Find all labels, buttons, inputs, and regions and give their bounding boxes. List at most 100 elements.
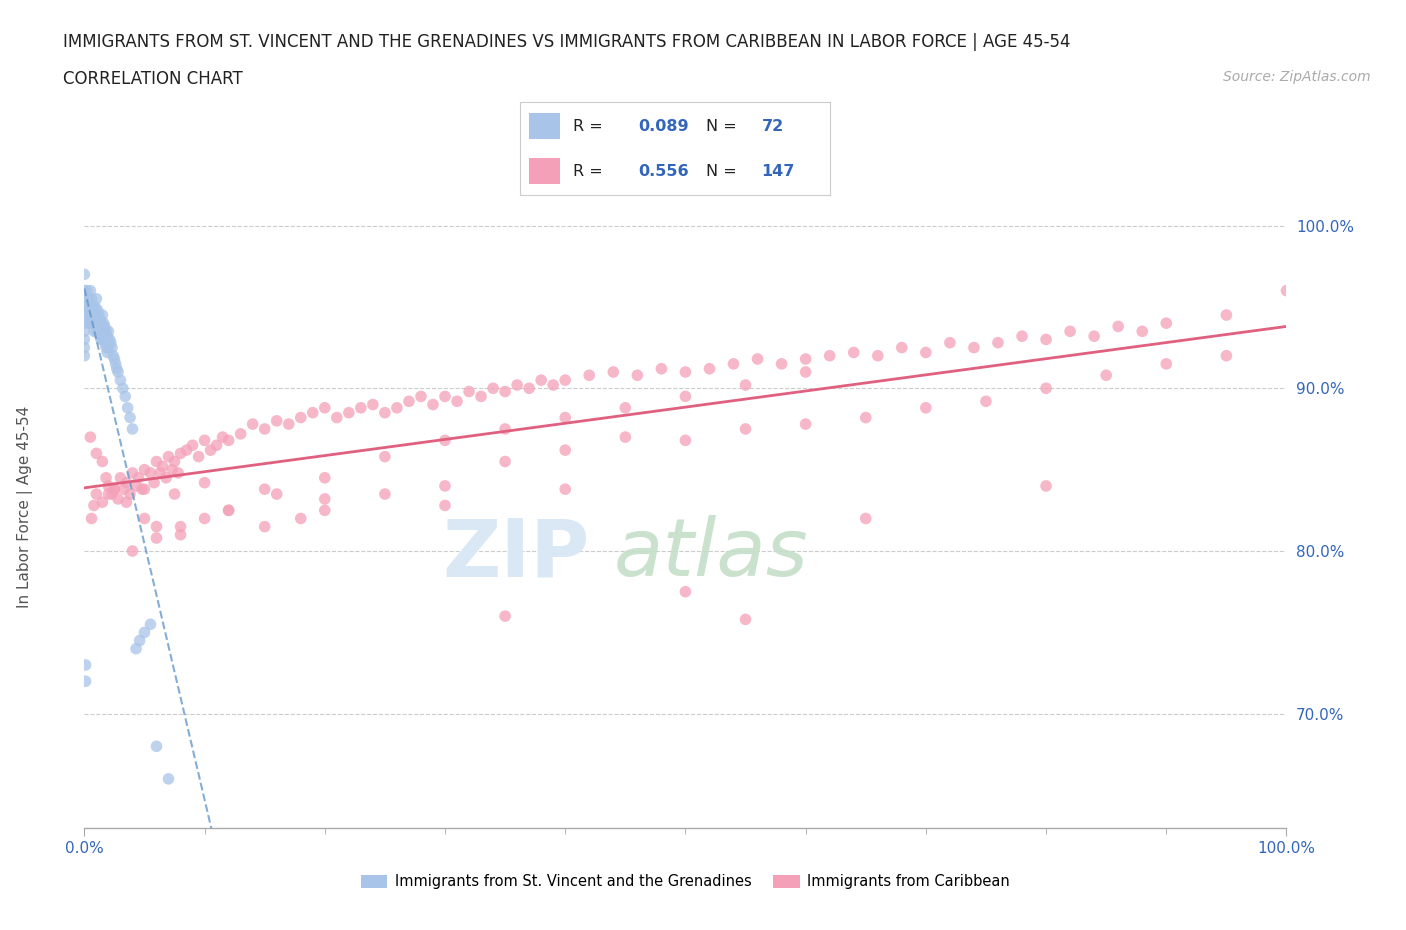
Point [675, 389, 697, 404]
Text: 147: 147 [762, 164, 794, 179]
Point [80, 291, 103, 306]
Point [98, 332, 121, 347]
Point [115, 495, 138, 510]
Point [794, 417, 817, 432]
Point [157, 449, 180, 464]
Point [97, 324, 120, 339]
Point [842, 345, 865, 360]
Text: ZIP: ZIP [441, 515, 589, 593]
Point [169, 519, 191, 534]
Point [76, 299, 98, 314]
Point [1215, 349, 1237, 364]
Point [157, 772, 180, 787]
Point [134, 462, 156, 477]
Point [77, 316, 100, 331]
Text: atlas: atlas [613, 515, 808, 593]
Point [87, 324, 110, 339]
Point [73, 349, 96, 364]
Point [89, 312, 111, 327]
Point [939, 336, 962, 351]
Point [80, 512, 103, 526]
Point [866, 349, 889, 364]
Point [121, 466, 143, 481]
Point [218, 503, 240, 518]
Point [506, 378, 529, 392]
Point [125, 642, 148, 657]
Point [82, 299, 104, 314]
Text: Source: ZipAtlas.com: Source: ZipAtlas.com [1223, 70, 1371, 84]
Point [211, 430, 233, 445]
Point [77, 299, 100, 314]
Point [1275, 284, 1298, 299]
Point [987, 336, 1010, 351]
Point [494, 454, 516, 469]
Point [167, 466, 190, 481]
Point [163, 486, 186, 501]
Point [107, 492, 129, 507]
Point [73, 308, 96, 323]
Point [734, 421, 756, 436]
Point [1095, 368, 1118, 383]
Point [80, 308, 103, 323]
Point [1156, 356, 1178, 371]
Point [554, 373, 576, 388]
Text: 0.556: 0.556 [638, 164, 689, 179]
Point [79, 284, 101, 299]
Point [77, 291, 100, 306]
Point [470, 389, 492, 404]
Point [104, 356, 127, 371]
Point [94, 471, 117, 485]
Point [114, 389, 136, 404]
Point [675, 584, 697, 599]
Point [89, 329, 111, 344]
Point [111, 381, 134, 396]
Point [83, 308, 105, 323]
Point [187, 449, 209, 464]
Point [434, 433, 457, 448]
Point [290, 512, 312, 526]
Point [115, 475, 138, 490]
Point [73, 291, 96, 306]
Point [1011, 329, 1033, 344]
Point [1130, 324, 1153, 339]
Point [155, 471, 177, 485]
Point [143, 475, 166, 490]
Point [91, 495, 114, 510]
Text: R =: R = [572, 119, 607, 134]
FancyBboxPatch shape [530, 113, 561, 140]
Point [73, 299, 96, 314]
Point [169, 446, 191, 461]
Point [626, 368, 648, 383]
Point [73, 340, 96, 355]
Point [84, 316, 107, 331]
Point [145, 519, 167, 534]
Point [855, 410, 877, 425]
Point [326, 410, 349, 425]
Point [73, 284, 96, 299]
Point [86, 308, 108, 323]
Point [602, 365, 624, 379]
Point [374, 405, 396, 420]
Point [446, 394, 468, 409]
Point [86, 319, 108, 334]
Point [205, 438, 228, 453]
Point [110, 373, 132, 388]
Point [675, 365, 697, 379]
Point [385, 401, 408, 416]
Point [434, 498, 457, 513]
Text: 72: 72 [762, 119, 783, 134]
Point [94, 324, 117, 339]
Point [100, 336, 122, 351]
Point [103, 482, 125, 497]
Point [337, 405, 360, 420]
Point [890, 340, 912, 355]
Point [517, 381, 540, 396]
Point [194, 433, 217, 448]
Point [75, 674, 97, 689]
Point [134, 625, 156, 640]
Point [1083, 329, 1105, 344]
Point [83, 324, 105, 339]
Text: N =: N = [706, 119, 742, 134]
Point [96, 329, 118, 344]
Point [125, 479, 148, 494]
